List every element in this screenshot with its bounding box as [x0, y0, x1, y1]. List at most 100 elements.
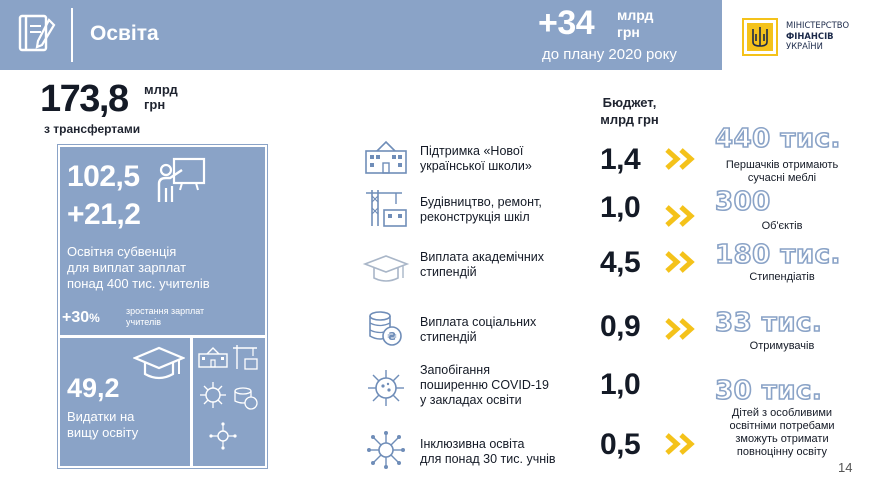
higher-education-value: 49,2 [67, 373, 120, 403]
row3-label-line2: стипендій [420, 265, 477, 279]
row2-value: 1,0 [600, 191, 641, 224]
row5-big-figure: 30 тис. [714, 375, 823, 407]
row3-label-line1: Виплата академічних [420, 250, 544, 264]
higher-desc-line1: Видатки на [67, 409, 135, 424]
row5-note-line1: Дітей з особливими [731, 407, 833, 419]
row5-value: 1,0 [600, 368, 641, 401]
row4-label-line2: стипендій [420, 330, 477, 344]
row6-label: Інклюзивна освіта для понад 30 тис. учні… [420, 437, 585, 467]
page-number: 14 [838, 460, 853, 475]
notebook-pencil-icon [18, 14, 56, 52]
budget-column-header: Бюджет, млрд грн [592, 94, 667, 128]
ministry-name: МІНІСТЕРСТВО ФІНАНСІВ УКРАЇНИ [786, 20, 849, 52]
header-subtitle: до плану 2020 року [542, 46, 677, 63]
salary-growth-note-line1: зростання зарплат [126, 306, 205, 316]
total-unit: млрд грн [144, 82, 178, 112]
row5-note: Дітей з особливими освітніми потребами з… [712, 407, 852, 459]
total-unit-line2: грн [144, 97, 166, 112]
double-chevron-icon [665, 251, 695, 273]
salary-growth-sign: % [89, 311, 100, 325]
virus-icon [368, 370, 404, 406]
coins-mini-icon [234, 387, 258, 410]
page-title: Освіта [90, 22, 159, 45]
subvention-increase: +21,2 [67, 198, 141, 231]
row4-big-figure: 33 тис. [714, 307, 823, 339]
row5-note-line4: повноцінну освіту [736, 446, 828, 458]
ministry-line3: УКРАЇНИ [786, 41, 823, 51]
network-mini-icon [209, 422, 237, 450]
row2-big-figure: 300 [714, 186, 771, 218]
virus-mini-icon [200, 382, 226, 408]
higher-desc-line2: вищу освіту [67, 425, 139, 440]
total-unit-line1: млрд [144, 82, 178, 97]
ministry-logo: МІНІСТЕРСТВО ФІНАНСІВ УКРАЇНИ [742, 18, 882, 58]
header-banner: Освіта +34 млрд грн до плану 2020 року [0, 0, 722, 70]
row1-note: Першачків отримають сучасні меблі [712, 159, 852, 185]
subvention-desc-line3: понад 400 тис. учителів [67, 276, 210, 291]
higher-education-description: Видатки на вищу освіту [67, 409, 177, 441]
graduation-cap-icon [362, 255, 410, 282]
row2-label: Будівництво, ремонт, реконструкція шкіл [420, 195, 585, 225]
higher-education-panel [60, 338, 190, 466]
budget-header-line1: Бюджет, [602, 95, 657, 110]
budget-header-line2: млрд грн [600, 112, 659, 127]
row5-label: Запобігання поширенню COVID-19 у заклада… [420, 363, 585, 408]
row1-value: 1,4 [600, 143, 641, 176]
salary-growth-note-line2: учителів [126, 317, 161, 327]
row4-label-line1: Виплата соціальних [420, 315, 537, 329]
subvention-desc-line1: Освітня субвенція [67, 244, 177, 259]
header-unit-line2: грн [617, 24, 640, 40]
header-unit-line1: млрд [617, 7, 654, 23]
header-increase-unit: млрд грн [617, 7, 687, 41]
ministry-line2: ФІНАНСІВ [786, 30, 834, 41]
graduation-cap-icon [133, 346, 185, 380]
double-chevron-icon [665, 433, 695, 455]
salary-growth-note: зростання зарплат учителів [126, 306, 256, 328]
subvention-description: Освітня субвенція для виплат зарплат пон… [67, 244, 257, 292]
header-increase: +34 [538, 4, 595, 42]
row4-note-line1: Отримувачів [749, 340, 815, 352]
row3-note-line1: Стипендіатів [749, 271, 815, 283]
row5-note-line3: зможуть отримати [735, 433, 829, 445]
salary-growth-pct: +30% [62, 309, 100, 327]
row5-label-line2: поширенню COVID-19 [420, 378, 549, 392]
salary-growth-value: +30 [62, 309, 90, 326]
header-divider [71, 8, 73, 62]
row6-label-line2: для понад 30 тис. учнів [420, 452, 556, 466]
trident-emblem-icon [742, 18, 778, 56]
double-chevron-icon [665, 205, 695, 227]
row1-big-figure: 440 тис. [714, 123, 841, 155]
total-value: 173,8 [40, 78, 129, 120]
row2-note-line1: Об'єктів [761, 220, 803, 232]
school-building-icon [365, 140, 407, 174]
row6-label-line1: Інклюзивна освіта [420, 437, 525, 451]
row3-label: Виплата академічних стипендій [420, 250, 585, 280]
double-chevron-icon [665, 148, 695, 170]
row3-note: Стипендіатів [712, 271, 852, 284]
row5-label-line3: у закладах освіти [420, 393, 522, 407]
coins-icon: ₴ [369, 311, 402, 346]
row3-big-figure: 180 тис. [714, 239, 841, 271]
ministry-line1: МІНІСТЕРСТВО [786, 20, 850, 30]
teacher-board-icon [157, 157, 206, 202]
row4-note: Отримувачів [712, 340, 852, 353]
row3-value: 4,5 [600, 246, 641, 279]
double-chevron-icon [665, 318, 695, 340]
construction-crane-icon [366, 190, 407, 227]
svg-text:₴: ₴ [387, 330, 396, 343]
subvention-desc-line2: для виплат зарплат [67, 260, 187, 275]
construction-crane-mini-icon [233, 345, 258, 370]
row1-label-line1: Підтримка «Нової [420, 144, 524, 158]
total-caption: з трансфертами [44, 122, 141, 136]
school-building-mini-icon [198, 347, 228, 368]
network-icon [367, 431, 405, 469]
row1-note-line1: Першачків отримають [725, 159, 839, 171]
row2-label-line2: реконструкція шкіл [420, 210, 530, 224]
row1-label-line2: української школи» [420, 159, 532, 173]
row4-label: Виплата соціальних стипендій [420, 315, 585, 345]
row2-note: Об'єктів [712, 220, 852, 233]
panel-frame [57, 144, 268, 469]
row4-value: 0,9 [600, 310, 641, 343]
row1-label: Підтримка «Нової української школи» [420, 144, 585, 174]
row1-note-line2: сучасні меблі [747, 172, 817, 184]
